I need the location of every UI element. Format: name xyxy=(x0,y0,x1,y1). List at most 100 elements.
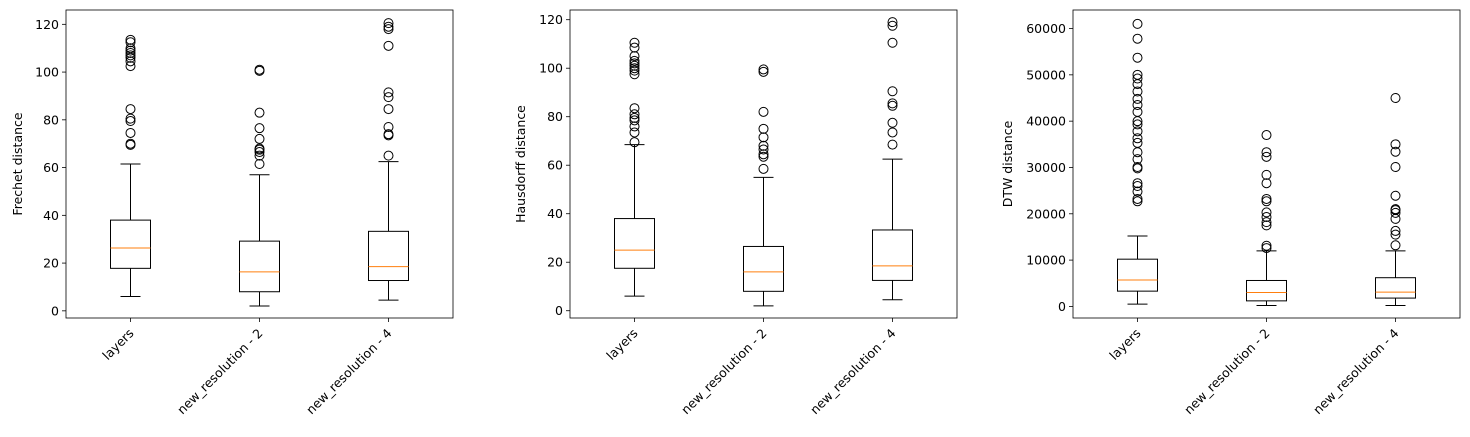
y-tick-label: 60 xyxy=(43,160,59,175)
y-tick-label: 80 xyxy=(547,109,563,124)
flier-point xyxy=(758,64,769,75)
flier-point xyxy=(1132,133,1143,144)
flier-point xyxy=(1132,33,1143,44)
flier-point xyxy=(758,123,769,134)
flier-point xyxy=(1261,193,1272,204)
flier-point xyxy=(1390,190,1401,201)
box-2 xyxy=(239,64,280,307)
flier-point xyxy=(629,58,640,69)
flier-point xyxy=(254,107,265,118)
flier-point xyxy=(1132,126,1143,137)
flier-point xyxy=(1132,86,1143,97)
flier-point xyxy=(125,37,136,48)
y-tick-label: 40000 xyxy=(1026,114,1066,129)
flier-point xyxy=(629,42,640,53)
flier-point xyxy=(887,98,898,109)
flier-point xyxy=(629,60,640,71)
box-iqr xyxy=(872,229,913,281)
y-tick-label: 10000 xyxy=(1026,253,1066,268)
flier-point xyxy=(1390,204,1401,215)
flier-point xyxy=(1132,181,1143,191)
y-tick-label: 100 xyxy=(35,65,59,80)
flier-point xyxy=(1132,52,1143,63)
flier-point xyxy=(1390,240,1401,251)
flier-point xyxy=(629,69,640,80)
flier-point xyxy=(1390,207,1401,218)
box-iqr xyxy=(368,230,409,282)
flier-point xyxy=(1132,69,1143,80)
flier-point xyxy=(629,112,640,123)
box-1 xyxy=(1117,18,1158,305)
flier-point xyxy=(254,133,265,144)
box-3 xyxy=(872,17,913,301)
flier-point xyxy=(629,55,640,66)
x-tick-label: new_resolution - 4 xyxy=(1310,325,1402,417)
box-iqr xyxy=(1246,279,1287,302)
flier-point xyxy=(125,138,136,149)
flier-point xyxy=(1261,240,1272,251)
box-iqr xyxy=(1117,258,1158,292)
flier-point xyxy=(629,121,640,132)
y-tick-label: 0 xyxy=(555,303,563,318)
flier-point xyxy=(125,127,136,138)
y-tick-label: 40 xyxy=(547,206,563,221)
flier-point xyxy=(629,103,640,114)
y-tick-label: 60 xyxy=(547,158,563,173)
flier-point xyxy=(629,115,640,126)
flier-point xyxy=(887,117,898,128)
box-3 xyxy=(1375,93,1416,306)
y-tick-label: 20 xyxy=(43,256,59,271)
flier-point xyxy=(125,116,136,127)
flier-point xyxy=(629,65,640,76)
flier-point xyxy=(383,87,394,98)
y-axis-label: Hausdorff distance xyxy=(513,105,528,223)
x-tick-label: layers xyxy=(603,326,640,363)
y-tick-label: 100 xyxy=(539,61,563,76)
box-iqr xyxy=(239,240,280,293)
y-tick-label: 0 xyxy=(1058,299,1066,314)
subplot-frechet: 0 20 40 60 80 100 120 layers new_resolution - 2 n… xyxy=(10,9,454,418)
flier-point xyxy=(254,123,265,134)
box-1 xyxy=(110,34,151,298)
flier-point xyxy=(125,61,136,72)
flier-point xyxy=(1261,130,1272,141)
flier-point xyxy=(125,56,136,67)
flier-point xyxy=(1132,18,1143,29)
flier-point xyxy=(383,150,394,161)
flier-point xyxy=(1132,137,1143,148)
flier-point xyxy=(629,137,640,148)
flier-point xyxy=(125,34,136,45)
flier-point xyxy=(629,109,640,120)
y-tick-label: 50000 xyxy=(1026,67,1066,82)
x-tick-label: new_resolution - 4 xyxy=(303,325,395,417)
flier-point xyxy=(629,51,640,62)
flier-point xyxy=(1390,146,1401,157)
flier-point xyxy=(1132,119,1143,130)
flier-point xyxy=(1132,73,1143,84)
flier-point xyxy=(125,45,136,56)
flier-point xyxy=(1261,220,1272,231)
flier-point xyxy=(1132,93,1143,104)
y-tick-label: 80 xyxy=(43,112,59,127)
box-2 xyxy=(743,64,784,307)
flier-point xyxy=(125,43,136,54)
flier-point xyxy=(254,147,265,158)
flier-point xyxy=(758,66,769,77)
flier-point xyxy=(758,140,769,151)
x-tick-label: new_resolution - 2 xyxy=(1181,326,1273,418)
y-tick-label: 40 xyxy=(43,208,59,223)
flier-point xyxy=(254,64,265,75)
flier-point xyxy=(1132,186,1143,197)
flier-point xyxy=(1132,196,1143,207)
flier-point xyxy=(383,21,394,32)
x-tick-label: new_resolution - 2 xyxy=(174,326,266,418)
flier-point xyxy=(758,163,769,174)
box-1 xyxy=(614,37,655,297)
flier-point xyxy=(887,17,898,28)
flier-point xyxy=(1132,162,1143,173)
flier-point xyxy=(887,139,898,150)
flier-point xyxy=(383,92,394,103)
subplot-dtw: 0 10000 20000 30000 40000 50000 60000 layers new… xyxy=(1000,9,1461,418)
flier-point xyxy=(125,47,136,58)
